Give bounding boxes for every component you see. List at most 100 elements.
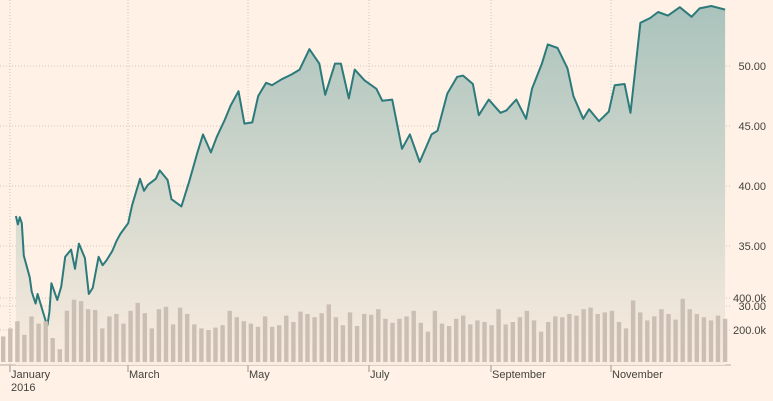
volume-tick-label: 200.0k: [733, 325, 767, 337]
x-tick-label: September: [492, 369, 546, 381]
volume-bar: [630, 300, 636, 362]
volume-bar: [694, 314, 699, 362]
volume-bar: [546, 322, 551, 362]
volume-tick-label: 400.0k: [733, 293, 767, 305]
volume-bar: [652, 316, 657, 362]
volume-bar: [439, 323, 445, 362]
volume-bar: [680, 298, 685, 362]
volume-bar: [85, 309, 91, 362]
volume-axis-labels: 200.0k 400.0k: [733, 293, 767, 337]
volume-bar: [489, 325, 494, 362]
y-tick-label: 35.00: [738, 241, 766, 253]
volume-bar: [510, 322, 515, 362]
volume-bar: [673, 319, 678, 362]
volume-bar: [234, 317, 239, 362]
volume-bar: [482, 322, 487, 362]
volume-bar: [192, 324, 197, 362]
price-axis-labels: 30.00 35.00 40.00 45.00 50.00: [738, 61, 766, 313]
volume-bar: [638, 312, 643, 362]
volume-bar: [369, 314, 374, 362]
volume-bar: [524, 310, 530, 362]
volume-bar: [142, 313, 147, 362]
volume-bar: [468, 324, 473, 362]
volume-bar: [340, 325, 346, 362]
volume-bar: [177, 307, 183, 362]
volume-bar: [213, 327, 218, 362]
volume-bar: [531, 320, 537, 362]
price-area: [15, 6, 726, 365]
price-line: [14, 5, 726, 327]
volume-bar: [29, 316, 34, 362]
volume-bar: [312, 317, 317, 362]
volume-bar: [71, 299, 77, 362]
volume-bar: [376, 309, 381, 362]
volume-bar: [715, 315, 721, 362]
volume-bar: [262, 316, 268, 362]
volume-bar: [560, 317, 565, 362]
volume-bar: [496, 309, 501, 362]
x-axis-labels: January March May July September November: [11, 369, 663, 381]
volume-bar: [227, 310, 232, 362]
volume-bar: [8, 328, 13, 362]
volume-bar: [206, 330, 211, 362]
volume-bar: [107, 316, 112, 362]
volume-bar: [390, 322, 395, 362]
volume-bar: [446, 326, 452, 362]
volume-bar: [418, 322, 423, 362]
y-tick-label: 30.00: [738, 301, 766, 313]
volume-bar: [354, 326, 360, 362]
volume-bar: [574, 315, 579, 362]
volume-bar: [78, 301, 84, 362]
volume-bar: [50, 338, 55, 362]
volume-bar: [305, 314, 310, 362]
volume-bar: [135, 302, 140, 362]
volume-bar: [43, 321, 48, 362]
volume-bar: [567, 314, 572, 362]
x-tick-label: January: [11, 369, 51, 381]
y-tick-label: 50.00: [738, 61, 766, 73]
volume-bar: [602, 312, 607, 362]
volume-bar: [114, 314, 119, 362]
volume-bar: [277, 325, 282, 362]
volume-bar: [199, 328, 204, 362]
volume-bar: [36, 323, 41, 362]
volume-bar: [319, 313, 324, 362]
volume-bar: [623, 328, 629, 362]
volume-bar: [517, 317, 523, 362]
volume-bar: [454, 318, 459, 362]
volume-bar: [362, 314, 367, 362]
volume-bar: [432, 310, 438, 362]
volume-bar: [475, 320, 480, 362]
volume-bar: [248, 323, 254, 362]
y-tick-label: 40.00: [738, 181, 766, 193]
volume-bar: [503, 324, 508, 362]
volume-bar: [128, 310, 133, 362]
volume-bar: [291, 322, 296, 362]
volume-bar: [15, 321, 20, 362]
volume-bar: [185, 314, 190, 362]
volume-bar: [581, 309, 586, 362]
volume-bar: [220, 325, 225, 362]
volume-bar: [255, 326, 261, 362]
volume-bar: [64, 310, 70, 362]
volume-bars: [1, 298, 728, 362]
volume-bar: [347, 312, 353, 362]
volume-bar: [461, 315, 466, 362]
volume-bar: [411, 310, 416, 362]
volume-bar: [93, 310, 98, 362]
volume-bar: [609, 310, 615, 362]
volume-bar: [333, 317, 339, 362]
volume-bar: [284, 315, 289, 362]
volume-bar: [666, 314, 671, 362]
volume-bar: [22, 334, 27, 362]
volume-bar: [425, 331, 431, 362]
volume-bar: [163, 306, 169, 362]
volume-bar: [687, 309, 692, 362]
volume-bar: [156, 309, 162, 362]
volume-bar: [57, 349, 62, 362]
volume-bar: [616, 322, 622, 362]
x-tick-label: July: [370, 369, 390, 381]
volume-bar: [397, 318, 402, 362]
volume-bar: [1, 336, 6, 362]
volume-bar: [170, 324, 176, 362]
